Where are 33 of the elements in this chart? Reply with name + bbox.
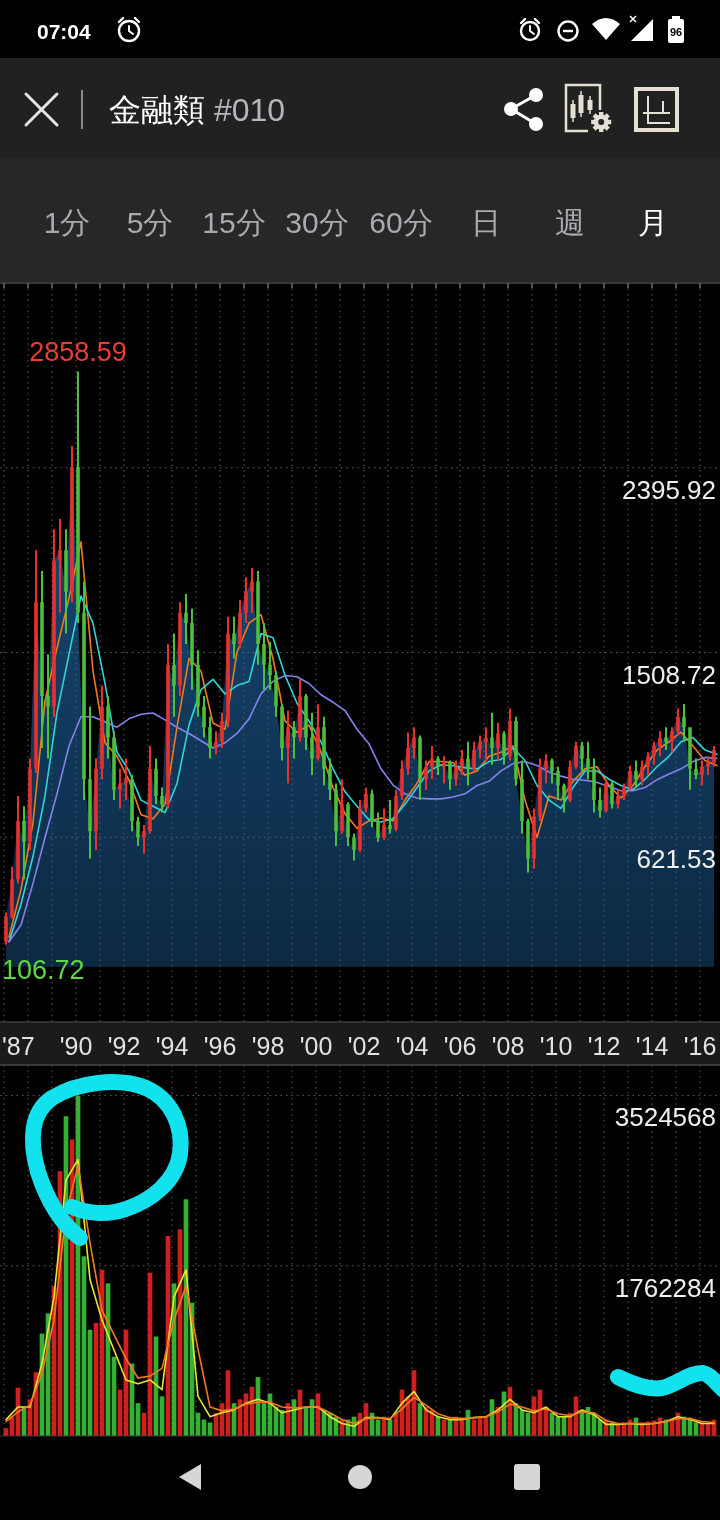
x-tick-label: '96 (203, 1032, 237, 1060)
x-tick-label: '00 (299, 1032, 333, 1060)
x-tick-label: '08 (491, 1032, 525, 1060)
x-tick-label: '06 (443, 1032, 477, 1060)
x-tick-label: '90 (59, 1032, 93, 1060)
text: 1分 (43, 206, 91, 239)
y-tick-label: 3524568 (614, 1102, 716, 1133)
text: 60分 (369, 206, 433, 239)
annotation: 2858.59 (29, 337, 127, 368)
x-tick-label: '92 (107, 1032, 141, 1060)
text: 週 (555, 206, 585, 239)
y-tick-label: 2395.92 (622, 474, 716, 505)
x-tick-label: '12 (587, 1032, 621, 1060)
text: 30分 (285, 206, 349, 239)
y-tick-label: 1508.72 (622, 659, 716, 690)
x-tick-label: '87 (2, 1032, 35, 1060)
x-tick-label: '04 (395, 1032, 429, 1060)
x-tick-label: '94 (155, 1032, 189, 1060)
x-tick-label: '02 (347, 1032, 381, 1060)
text: 月 (638, 206, 668, 239)
x-tick-label: '14 (635, 1032, 669, 1060)
x-tick-label: '16 (683, 1032, 717, 1060)
annotation: 106.72 (2, 955, 85, 986)
x-tick-label: '10 (539, 1032, 573, 1060)
x-tick-label: '98 (251, 1032, 285, 1060)
chart-title: 金融類 #010 (109, 92, 286, 128)
text: 15分 (202, 206, 266, 239)
y-tick-label: 1762284 (614, 1272, 716, 1303)
text: 07:04 (37, 20, 92, 43)
text: 日 (471, 206, 501, 239)
text: 96 (669, 26, 683, 38)
text: 5分 (126, 206, 174, 239)
y-tick-label: 621.53 (636, 844, 716, 875)
